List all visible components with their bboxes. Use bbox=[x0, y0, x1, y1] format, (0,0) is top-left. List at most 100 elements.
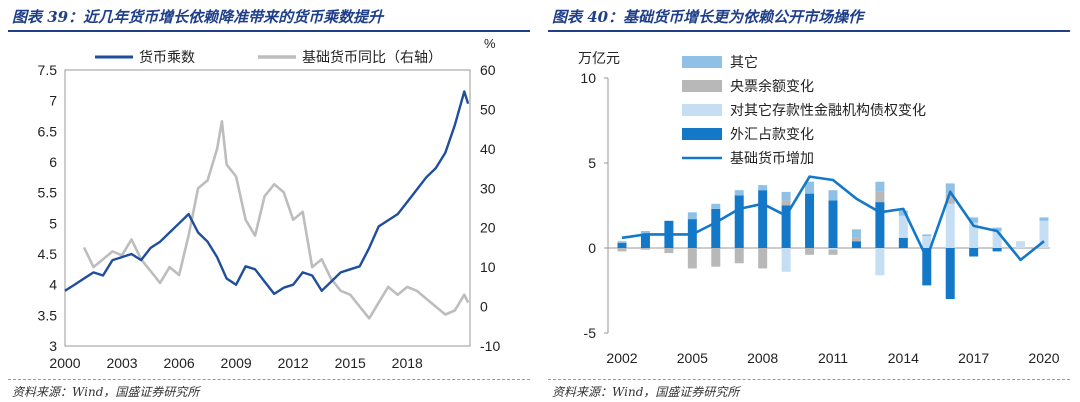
bar-segment bbox=[664, 248, 674, 254]
bar-segment bbox=[734, 190, 744, 196]
x-tick-label: 2015 bbox=[335, 355, 366, 371]
y-tick-label: 0 bbox=[588, 240, 596, 256]
x-tick-label: 2000 bbox=[49, 355, 80, 371]
x-tick-label: 2020 bbox=[1028, 350, 1059, 366]
x-tick-label: 2003 bbox=[106, 355, 137, 371]
y-tick-label: -5 bbox=[584, 325, 597, 341]
legend-label: 外汇占款变化 bbox=[730, 126, 814, 142]
legend-label: 基础货币同比（右轴） bbox=[302, 49, 442, 65]
series-line-money-multiplier bbox=[64, 90, 470, 296]
legend-label: 对其它存款性金融机构债权变化 bbox=[730, 102, 926, 118]
x-tick-label: 2005 bbox=[677, 350, 708, 366]
chart-base-money: 10 5 0 -5 万亿元 2002 2005 2008 2011 2014 2017 2020 其它央… bbox=[540, 33, 1080, 378]
y-right-tick-label: 50 bbox=[480, 101, 496, 117]
y-left-tick-label: 3.5 bbox=[38, 307, 58, 323]
bar-segment bbox=[758, 190, 768, 248]
bar-segment bbox=[851, 237, 861, 242]
bar-segment bbox=[992, 227, 1002, 231]
legend-swatch bbox=[682, 80, 722, 92]
legend-label: 其它 bbox=[730, 54, 758, 70]
y-left-tick-label: 4 bbox=[49, 277, 57, 293]
bar-segment bbox=[1016, 241, 1026, 248]
bar-segment bbox=[945, 248, 955, 299]
bar-segment bbox=[875, 202, 885, 248]
x-tick-label: 2014 bbox=[888, 350, 919, 366]
bar-segment bbox=[805, 248, 815, 255]
y-right-unit-label: % bbox=[484, 36, 496, 51]
legend-label: 货币乘数 bbox=[139, 49, 195, 65]
bar-segment bbox=[945, 183, 955, 194]
footer-rule bbox=[548, 379, 1070, 380]
x-tick-label: 2011 bbox=[818, 350, 848, 366]
title-rule bbox=[548, 30, 1070, 32]
bar-segment bbox=[758, 185, 768, 191]
bar-segment bbox=[969, 222, 979, 248]
bar-segment bbox=[734, 195, 744, 248]
x-tick-label: 2006 bbox=[164, 355, 195, 371]
series-line-base-money-increase bbox=[621, 175, 1045, 262]
bar-segment bbox=[640, 248, 650, 250]
bar-segment bbox=[898, 237, 908, 248]
bar-segment bbox=[969, 217, 979, 223]
bar-segment bbox=[898, 210, 908, 216]
legend-swatch bbox=[682, 104, 722, 116]
bar-segment bbox=[805, 181, 815, 194]
bar-segment bbox=[922, 234, 932, 237]
legend-label: 央票余额变化 bbox=[730, 78, 814, 94]
bar-segment bbox=[805, 193, 815, 248]
bar-segment bbox=[734, 248, 744, 264]
bar-segment bbox=[617, 241, 627, 243]
bar-segment bbox=[711, 203, 721, 209]
x-tick-label: 2017 bbox=[958, 350, 989, 366]
panel-base-money: 图表 40：基础货币增长更为依赖公开市场操作 10 5 0 -5 万亿元 2002 2005… bbox=[540, 0, 1080, 402]
chart-right-svg: 10 5 0 -5 万亿元 2002 2005 2008 2011 2014 2017 2020 其它央… bbox=[578, 50, 1060, 366]
bar-segment bbox=[711, 208, 721, 248]
bar-segment bbox=[875, 248, 885, 276]
y-tick-label: 5 bbox=[588, 155, 596, 171]
chart-money-multiplier: 3 3.5 4 4.5 5 5.5 6 6.5 7 7.5 -10 0 10 20 30 40 50 60% 200… bbox=[0, 33, 540, 378]
x-tick-label: 2002 bbox=[606, 350, 637, 366]
y-left-tick-label: 3 bbox=[49, 338, 57, 354]
bar-segment bbox=[828, 248, 838, 250]
bar-segment bbox=[922, 248, 932, 286]
bar-segment bbox=[851, 229, 861, 238]
bar-segment bbox=[758, 248, 768, 269]
bar-segment bbox=[1039, 217, 1049, 221]
bar-segment bbox=[781, 205, 791, 248]
y-right-tick-label: 60 bbox=[480, 62, 496, 78]
plot-area-frame bbox=[64, 69, 471, 347]
bar-segment bbox=[781, 200, 791, 206]
bar-segment bbox=[781, 248, 791, 272]
bar-segment bbox=[875, 181, 885, 192]
bar-segment bbox=[640, 234, 650, 248]
y-left-tick-label: 7 bbox=[49, 93, 57, 109]
y-right-tick-label: 20 bbox=[480, 220, 496, 236]
x-tick-label: 2018 bbox=[392, 355, 423, 371]
bar-segment bbox=[969, 248, 979, 257]
y-right-tick-label: 30 bbox=[480, 180, 496, 196]
bar-segment bbox=[711, 248, 721, 267]
x-tick-label: 2012 bbox=[278, 355, 309, 371]
bar-segment bbox=[617, 248, 627, 252]
bar-segment bbox=[828, 200, 838, 248]
y-right-tick-label: 10 bbox=[480, 259, 496, 275]
bar-segment bbox=[851, 241, 861, 248]
source-note: 资料来源：Wind，国盛证券研究所 bbox=[552, 385, 740, 399]
y-axis-unit-label: 万亿元 bbox=[578, 50, 620, 66]
series-line-base-money-yoy bbox=[82, 120, 470, 320]
bar-segment bbox=[1039, 220, 1049, 248]
bar-segment bbox=[898, 215, 908, 238]
y-left-tick-label: 6.5 bbox=[38, 123, 58, 139]
bar-segment bbox=[640, 231, 650, 235]
source-note: 资料来源：Wind，国盛证券研究所 bbox=[12, 385, 200, 399]
x-tick-label: 2009 bbox=[221, 355, 252, 371]
bar-segment bbox=[617, 242, 627, 248]
bar-segment bbox=[875, 191, 885, 203]
y-left-tick-label: 5.5 bbox=[38, 185, 58, 201]
figure-title: 图表 40：基础货币增长更为依赖公开市场操作 bbox=[552, 8, 864, 26]
y-right-tick-label: 40 bbox=[480, 141, 496, 157]
bar-segment bbox=[992, 248, 1002, 252]
bar-segment bbox=[828, 249, 838, 255]
panel-money-multiplier: 图表 39：近几年货币增长依赖降准带来的货币乘数提升 3 3.5 4 4.5 5 5.5 6… bbox=[0, 8, 540, 399]
y-left-tick-label: 4.5 bbox=[38, 246, 58, 262]
